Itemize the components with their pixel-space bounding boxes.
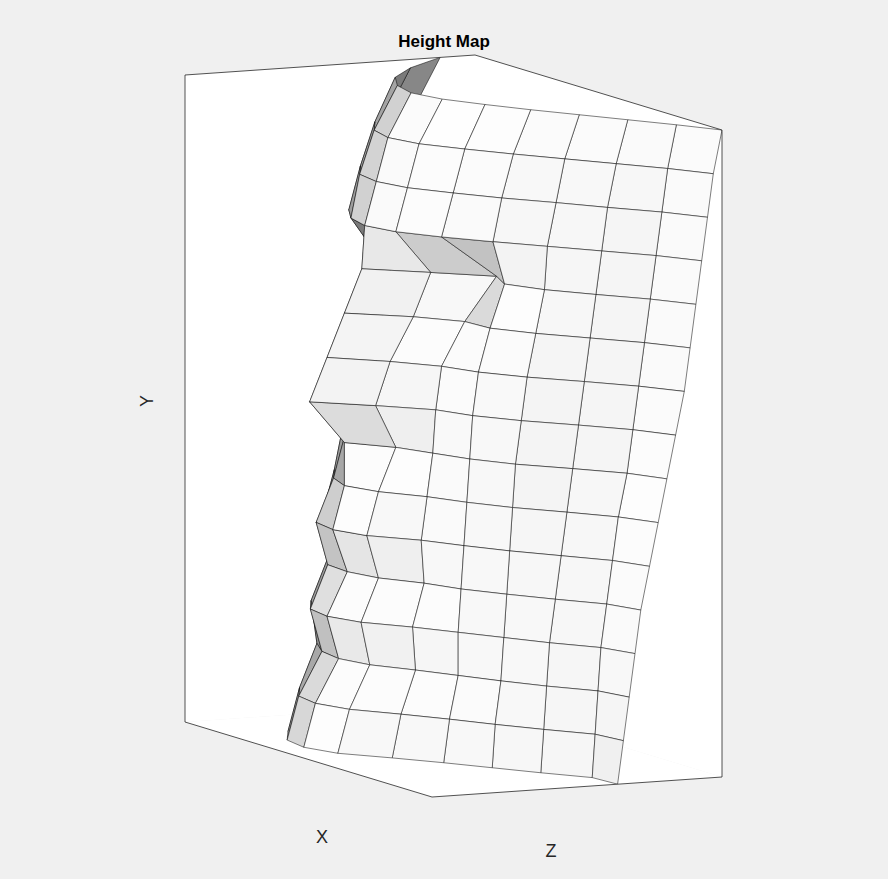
surface-cell xyxy=(601,604,641,654)
surface-cell xyxy=(396,188,453,237)
surface-cell xyxy=(407,144,464,193)
surface-cell xyxy=(639,343,690,392)
axes xyxy=(185,55,722,797)
surface-cell xyxy=(465,105,531,155)
surface-cell xyxy=(413,583,462,632)
surface-cell xyxy=(421,540,464,589)
surface-cell xyxy=(556,159,616,208)
surface-cell xyxy=(561,512,618,560)
surface-cell xyxy=(544,246,601,294)
surface-cell xyxy=(592,734,623,784)
surface-cell xyxy=(490,284,544,333)
surface-cell xyxy=(334,434,346,486)
top-edge xyxy=(185,55,475,75)
surface-cell xyxy=(310,402,396,448)
surface-cell xyxy=(433,410,473,459)
surface-cell xyxy=(413,627,459,675)
surface-cell xyxy=(495,681,546,730)
surface-cell xyxy=(602,207,662,255)
surface-cell xyxy=(327,313,413,361)
surface-cell xyxy=(513,464,573,512)
surface-cell xyxy=(478,328,535,377)
surface-cell xyxy=(421,497,467,546)
right-edge xyxy=(722,130,723,777)
surface-cell xyxy=(567,469,627,517)
surface-cell xyxy=(607,164,667,212)
surface-cell xyxy=(444,719,495,768)
surface-cell xyxy=(521,377,584,425)
surface-cell xyxy=(461,546,510,595)
surface-cell xyxy=(436,366,479,415)
surface-cell xyxy=(501,638,550,687)
surface-cell xyxy=(578,382,638,430)
surface-cell xyxy=(613,517,659,566)
surface-cell xyxy=(596,251,656,299)
surface-cell xyxy=(656,212,707,261)
surface-cell xyxy=(504,594,555,643)
surface-cell xyxy=(668,125,722,174)
chart: Height Map X Z Y xyxy=(0,0,888,879)
surface-cell xyxy=(367,536,424,584)
surface xyxy=(287,57,722,784)
surface-cell xyxy=(573,425,633,473)
x-axis-line xyxy=(185,722,432,797)
surface-cell xyxy=(549,599,606,647)
surface-cell xyxy=(598,648,635,698)
surface-cell xyxy=(555,556,612,604)
surface-cell xyxy=(449,675,500,724)
surface-cell xyxy=(595,691,629,741)
surface-cell xyxy=(492,724,543,772)
title: Height Map xyxy=(398,32,490,51)
surface-cell xyxy=(349,665,415,714)
surface-cell xyxy=(541,729,595,777)
surface-cell xyxy=(590,294,650,342)
z-axis-line xyxy=(432,777,722,797)
surface-cell xyxy=(310,357,390,405)
surface-cell xyxy=(392,714,449,763)
surface-cell xyxy=(493,242,547,290)
surface-cell xyxy=(544,686,598,734)
surface-cell xyxy=(584,338,644,386)
surface-cell xyxy=(510,508,567,556)
surface-cell xyxy=(662,169,713,218)
surface-cell xyxy=(607,561,650,611)
surface-cell xyxy=(367,492,427,541)
surface-cell xyxy=(458,589,507,638)
surface-cell xyxy=(473,372,527,421)
surface-cell xyxy=(361,622,415,670)
z-axis-label: Z xyxy=(546,841,557,861)
surface-cell xyxy=(547,203,607,251)
surface-cell xyxy=(633,386,684,435)
surface-cell xyxy=(458,632,504,681)
surface-cell xyxy=(378,447,432,496)
axes-pane xyxy=(185,55,475,722)
surface-cell xyxy=(644,299,695,348)
surface-cell xyxy=(467,459,516,508)
surface-cell xyxy=(507,551,561,599)
y-axis-line xyxy=(185,75,186,722)
x-axis-label: X xyxy=(316,827,328,847)
axes-panes xyxy=(185,55,722,797)
surface-cell xyxy=(470,416,521,465)
y-axis-label: Y xyxy=(137,395,157,407)
surface-cell xyxy=(493,198,556,246)
surface-cell xyxy=(338,709,401,758)
surface-cell xyxy=(536,290,596,338)
background xyxy=(0,0,888,879)
surface-cell xyxy=(515,421,578,469)
surface-cell xyxy=(464,502,513,551)
top-edge xyxy=(475,55,722,130)
surface-cell xyxy=(344,269,430,317)
surface-cell xyxy=(427,453,470,502)
surface-cell xyxy=(547,643,601,691)
surface-cell xyxy=(650,256,701,305)
surface-cell xyxy=(527,333,590,381)
surface-cell xyxy=(627,430,676,479)
